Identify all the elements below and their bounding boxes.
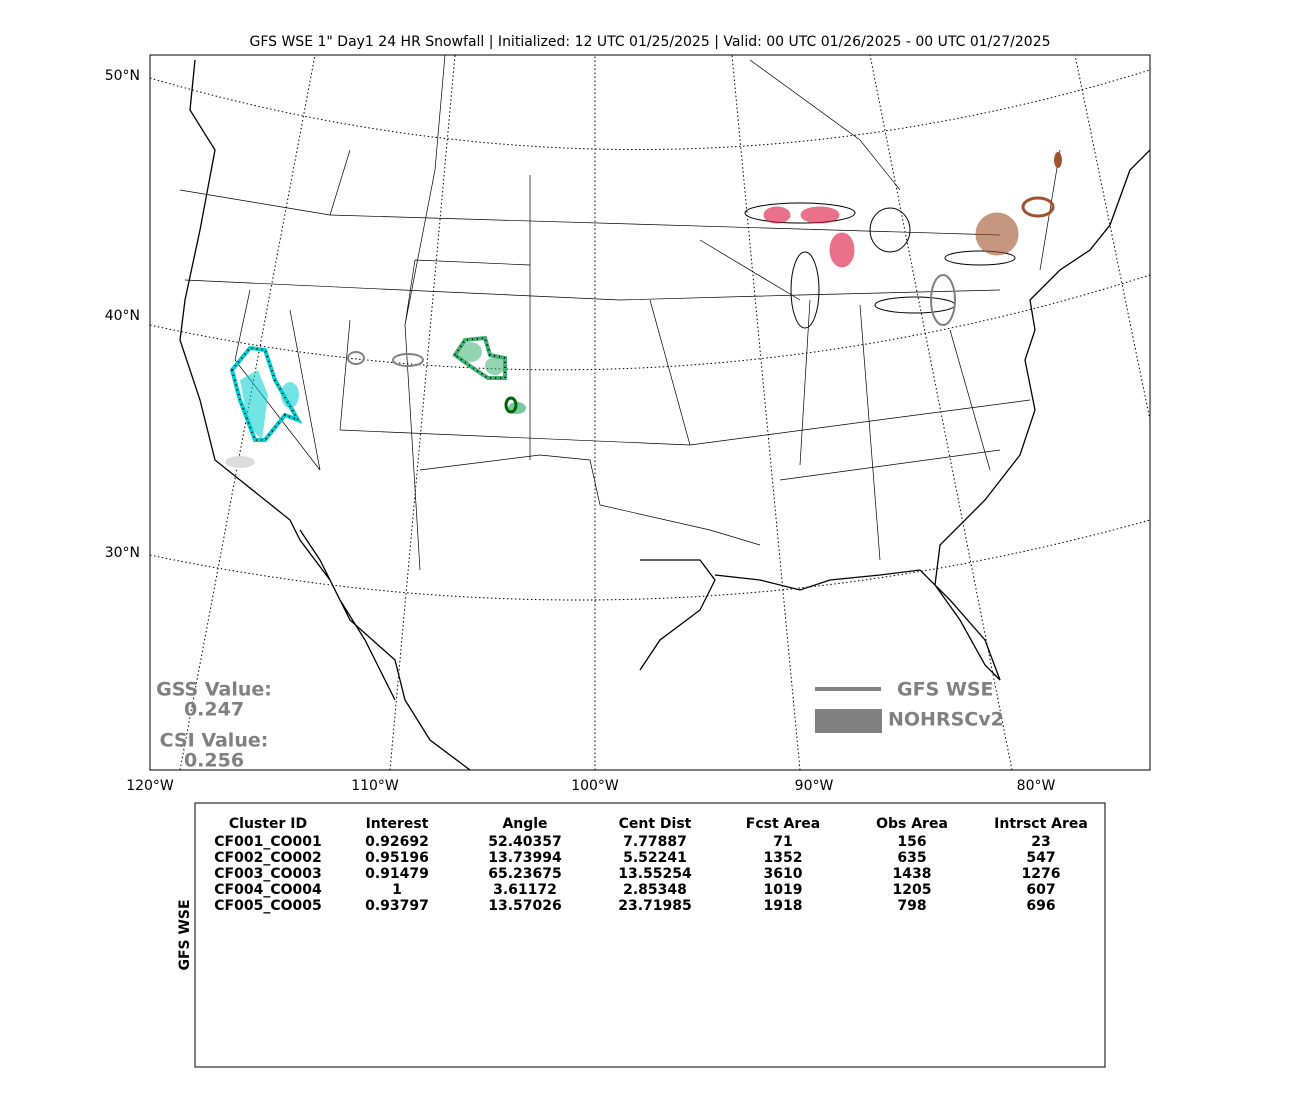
fcst-area: [930, 274, 956, 326]
lat-label: 40°N: [105, 308, 140, 324]
lake: [790, 251, 820, 329]
legend-swatch: [815, 709, 882, 733]
table-cell: 0.95196: [365, 850, 429, 866]
legend-label: NOHRSCv2: [888, 709, 1004, 731]
table-cell: 7.77887: [623, 834, 687, 850]
table-cell: 1: [392, 882, 402, 898]
table-cell: 0.92692: [365, 834, 429, 850]
obs-area: [240, 370, 268, 440]
table: GFS WSE Cluster ID Interest Angle Cent Dist…: [177, 802, 1106, 1068]
obs-area: [458, 342, 482, 362]
table-cell: 1352: [764, 850, 803, 866]
table-cell: 2.85348: [623, 882, 687, 898]
lon-label: 100°W: [571, 778, 619, 794]
meridian: [731, 55, 801, 770]
column-header: Angle: [502, 816, 547, 832]
fcst-area: [975, 212, 1019, 256]
table-cell: 1019: [764, 882, 803, 898]
table-cell: 13.57026: [488, 898, 562, 914]
table-cell: CF005_CO005: [214, 898, 321, 914]
lake: [869, 207, 911, 253]
table-cell: 1438: [893, 866, 932, 882]
coastline: [179, 59, 1150, 770]
table-cell: 13.55254: [618, 866, 692, 882]
table-cell: 607: [1026, 882, 1055, 898]
legend-label: GFS WSE: [897, 679, 994, 701]
table-cell: 696: [1026, 898, 1055, 914]
lat-label: 50°N: [105, 68, 140, 84]
fcst-area: [763, 206, 791, 224]
table-cell: 13.73994: [488, 850, 562, 866]
lon-label: 110°W: [351, 778, 399, 794]
column-header: Obs Area: [876, 816, 948, 832]
table-cell: 0.93797: [365, 898, 429, 914]
column-header: Interest: [366, 816, 429, 832]
fcst-area: [230, 346, 301, 441]
table-cell: CF003_CO003: [214, 866, 321, 882]
lake: [874, 296, 956, 314]
table-cell: CF001_CO001: [214, 834, 321, 850]
fcst-area: [829, 232, 855, 268]
table-cell: 798: [897, 898, 926, 914]
side-label: GFS WSE: [177, 899, 193, 970]
table-cell: 65.23675: [488, 866, 562, 882]
column-header: Intrsct Area: [994, 816, 1088, 832]
meridian: [1074, 55, 1150, 421]
lake: [744, 202, 856, 224]
csi-value: 0.256: [184, 750, 244, 772]
table-cell: 635: [897, 850, 926, 866]
table-cell: 3.61172: [493, 882, 557, 898]
column-header: Cluster ID: [229, 816, 307, 832]
lat-label: 30°N: [105, 545, 140, 561]
title: GFS WSE 1" Day1 24 HR Snowfall | Initial…: [249, 34, 1050, 50]
table-cell: 23: [1031, 834, 1050, 850]
fcst-area: [504, 396, 518, 414]
obs-area: [485, 357, 505, 375]
fcst-area: [452, 335, 507, 380]
lon-label: 80°W: [1017, 778, 1056, 794]
map: 50°N 40°N 30°N 120°W 110°W 100°W 90°W 80…: [105, 54, 1151, 794]
table-cell: 1205: [893, 882, 932, 898]
table-cell: 156: [897, 834, 926, 850]
obs-area: [225, 456, 255, 468]
table-cell: 23.71985: [618, 898, 692, 914]
parallel: [150, 69, 1150, 151]
table-cell: CF004_CO004: [214, 882, 322, 898]
border: [179, 55, 1061, 571]
meridian: [869, 55, 1013, 770]
map-frame: [149, 54, 1151, 771]
lake: [944, 250, 1016, 266]
table-cell: 5.52241: [623, 850, 687, 866]
lon-label: 90°W: [795, 778, 834, 794]
fcst-area: [1054, 152, 1062, 168]
table-cell: 3610: [764, 866, 803, 882]
meridian: [389, 55, 456, 770]
fcst-area: [1021, 196, 1055, 218]
gss-label: GSS Value:: [156, 679, 272, 701]
column-header: Cent Dist: [619, 816, 692, 832]
table-cell: 1276: [1022, 866, 1061, 882]
parallel: [150, 519, 1150, 601]
csi-label: CSI Value:: [160, 730, 269, 752]
table-frame: [194, 802, 1106, 1068]
gss-value: 0.247: [184, 699, 244, 721]
lon-label: 120°W: [126, 778, 174, 794]
table-cell: 71: [773, 834, 792, 850]
table-cell: CF002_CO002: [214, 850, 321, 866]
parallel: [150, 274, 1150, 371]
column-header: Fcst Area: [746, 816, 820, 832]
fcst-area: [800, 206, 840, 224]
meridian: [179, 55, 316, 770]
fcst-area: [347, 351, 365, 365]
table-cell: 0.91479: [365, 866, 429, 882]
table-cell: 547: [1026, 850, 1055, 866]
table-cell: 52.40357: [488, 834, 562, 850]
table-cell: 1918: [764, 898, 803, 914]
fcst-area: [392, 353, 424, 367]
